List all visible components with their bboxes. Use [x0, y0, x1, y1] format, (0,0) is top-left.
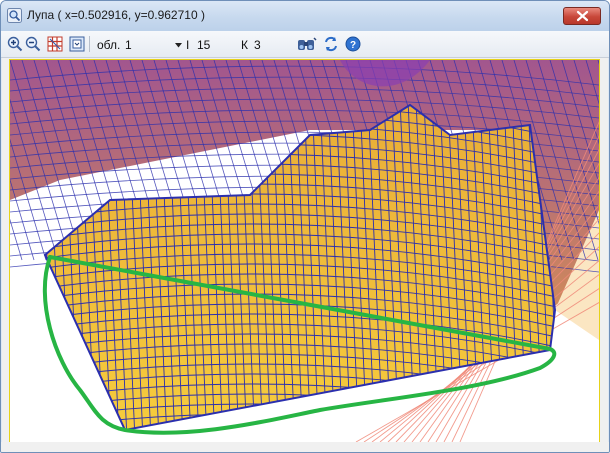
- mesh-line: [10, 138, 47, 261]
- mesh-line: [45, 283, 555, 321]
- mesh-line: [45, 293, 555, 331]
- mesh-line: [10, 109, 599, 130]
- refresh-icon[interactable]: [323, 36, 339, 52]
- mesh-view: [10, 60, 599, 442]
- mesh-line: [10, 76, 599, 97]
- title-bar[interactable]: Лупа ( x=0.502916, y=0.962710 ): [1, 1, 609, 32]
- toolbar-separator: [89, 36, 90, 52]
- toolbar: обл. 1 I 15 К 3 ?: [1, 31, 609, 58]
- chevron-down-icon[interactable]: [175, 43, 182, 48]
- mesh-line: [525, 60, 587, 261]
- help-icon[interactable]: ?: [345, 36, 361, 52]
- mesh-line: [295, 105, 312, 430]
- mesh-line: [45, 413, 555, 430]
- background-mesh-region: [10, 60, 599, 310]
- mesh-line: [319, 105, 336, 430]
- mesh-line: [585, 60, 599, 105]
- mesh-line: [45, 243, 555, 281]
- close-button[interactable]: [563, 7, 601, 25]
- mesh-line: [573, 60, 599, 145]
- i-label: I: [186, 38, 190, 52]
- mesh-line: [359, 105, 376, 430]
- binoculars-icon[interactable]: [297, 36, 317, 52]
- i-value[interactable]: 15: [197, 38, 211, 52]
- mesh-line: [45, 213, 555, 251]
- mesh-line: [45, 233, 555, 271]
- fit-window-icon[interactable]: [69, 36, 85, 52]
- mesh-line: [10, 65, 599, 86]
- k-label: К: [241, 38, 248, 52]
- mesh-line: [10, 98, 59, 261]
- pink-grid-line: [355, 302, 599, 442]
- mesh-line: [351, 105, 368, 430]
- mesh-line: [10, 87, 599, 108]
- mesh-line: [45, 273, 555, 311]
- mesh-line: [10, 60, 71, 261]
- pink-grid-line: [363, 288, 599, 442]
- mesh-line: [45, 333, 555, 371]
- mesh-line: [311, 105, 328, 430]
- mesh-line: [513, 60, 575, 261]
- zoom-out-icon[interactable]: [25, 36, 41, 52]
- mesh-line: [561, 60, 599, 185]
- mesh-line: [287, 105, 304, 430]
- highlight-layer: [42, 255, 557, 435]
- window-bottom-border: [1, 442, 609, 452]
- background-mesh: [10, 60, 599, 442]
- mesh-line: [45, 223, 555, 261]
- mesh-line: [45, 203, 555, 241]
- mesh-line: [303, 105, 320, 430]
- mesh-line: [45, 323, 555, 361]
- mesh-line: [45, 403, 555, 430]
- highlight-loop: [42, 255, 557, 435]
- mesh-line: [45, 263, 555, 301]
- magnifier-app-icon: [7, 8, 22, 23]
- highlight-diagonal-line: [48, 255, 552, 351]
- mesh-line: [21, 60, 83, 261]
- grid-icon[interactable]: [47, 36, 63, 52]
- region-value[interactable]: 1: [125, 38, 132, 52]
- close-icon: [576, 10, 589, 22]
- window-title: Лупа ( x=0.502916, y=0.962710 ): [27, 8, 205, 22]
- svg-text:?: ?: [350, 40, 356, 51]
- zoom-in-icon[interactable]: [7, 36, 23, 52]
- mesh-line: [10, 218, 23, 261]
- mesh-line: [327, 105, 344, 430]
- mesh-line: [45, 253, 555, 291]
- region-label: обл.: [97, 38, 121, 52]
- mesh-line: [343, 105, 360, 430]
- mesh-bulge: [340, 60, 430, 87]
- mesh-line: [45, 313, 555, 351]
- mesh-line: [10, 178, 35, 261]
- right-wedge: [555, 210, 599, 340]
- mesh-line: [10, 98, 599, 119]
- mesh-canvas[interactable]: [9, 59, 600, 443]
- k-value[interactable]: 3: [254, 38, 261, 52]
